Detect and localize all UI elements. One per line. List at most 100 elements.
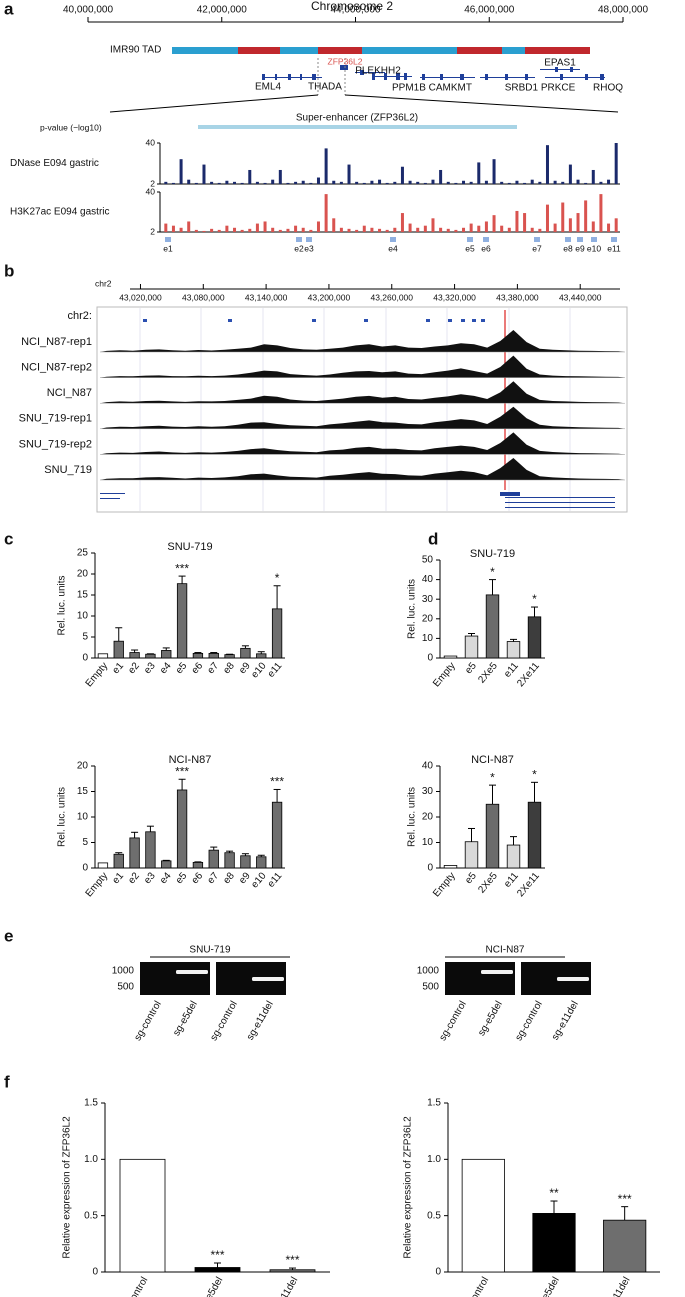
- y-tick-label: 0.5: [427, 1210, 441, 1221]
- x-tick-label: e8: [221, 660, 237, 676]
- x-tick-label: 48,000,000: [598, 5, 648, 16]
- x-tick-label: e10: [249, 870, 268, 890]
- pvalue-label: p-value (−log10): [40, 122, 102, 132]
- y-tick-label: 1.0: [84, 1154, 98, 1165]
- x-tick-label: e11: [502, 660, 521, 680]
- x-tick-label: 43,380,000: [496, 292, 539, 302]
- signal-peak: [614, 218, 618, 232]
- signal-peak: [179, 159, 183, 184]
- signal-peak: [599, 194, 603, 232]
- bar: [208, 652, 219, 659]
- x-tick-label: e8: [221, 870, 237, 886]
- signal-peak: [393, 181, 397, 184]
- bar: [161, 650, 172, 659]
- x-tick-label: Empty: [84, 661, 111, 690]
- enhancer-box: [565, 237, 571, 242]
- bar: [224, 654, 235, 659]
- significance: ***: [618, 1192, 632, 1206]
- signal-peak: [210, 228, 214, 232]
- x-tick-label: 43,140,000: [245, 292, 288, 302]
- bar: [129, 837, 140, 869]
- browser-label: chr2:: [68, 310, 92, 322]
- x-tick-label: e3: [142, 870, 158, 886]
- bar: [224, 852, 235, 869]
- signal-peak: [225, 180, 229, 184]
- bar: [145, 653, 156, 659]
- signal-peak: [378, 228, 382, 232]
- ucsc-genes: [100, 492, 615, 508]
- x-tick-label: 46,000,000: [464, 5, 514, 16]
- signal-peak: [584, 200, 588, 232]
- significance: ***: [175, 561, 189, 575]
- y-tick-label: 50: [422, 555, 434, 566]
- x-tick-label: Empty: [431, 661, 458, 690]
- signal-peak: [561, 202, 565, 232]
- bar: [527, 801, 542, 869]
- x-tick-label: e2: [126, 870, 142, 886]
- enhancer-label: e4: [388, 243, 398, 253]
- lane-label: sg-control: [513, 999, 544, 1043]
- y-tick-label: 20: [422, 613, 434, 624]
- signal-peak: [591, 221, 595, 232]
- signal-peak: [240, 182, 244, 184]
- signal-peak: [515, 210, 519, 232]
- signal-peak: [278, 169, 282, 184]
- signal-peak: [439, 227, 443, 232]
- chart-title: SNU-719: [470, 548, 515, 560]
- size-marker: 1000: [417, 966, 440, 977]
- signal-peak: [194, 229, 198, 232]
- track-label: SNU_719-rep1: [19, 413, 92, 425]
- signal-peak: [454, 229, 458, 232]
- x-tick-label: e11: [502, 870, 521, 890]
- super-enhancer-bar: [198, 125, 517, 129]
- x-tick-label: 43,260,000: [370, 292, 413, 302]
- track-label: NCI_N87-rep2: [21, 362, 92, 374]
- panel-label: b: [4, 261, 14, 280]
- size-marker: 1000: [112, 966, 135, 977]
- signal-peak: [294, 181, 298, 184]
- y-tick-label: 0: [82, 653, 88, 664]
- bar: [240, 855, 251, 869]
- signal-peak: [538, 228, 542, 232]
- bar: [269, 1269, 316, 1273]
- enhancer-box: [483, 237, 489, 242]
- gel-image: [140, 962, 210, 995]
- signal-peak: [584, 182, 588, 184]
- enhancer-ticks: [143, 319, 485, 322]
- x-tick-label: sg-control: [119, 1275, 150, 1297]
- x-tick-label: 43,080,000: [182, 292, 225, 302]
- signal-peak: [523, 213, 527, 232]
- gene-label: EPAS1: [544, 58, 576, 69]
- bar: [113, 853, 124, 869]
- signal-peak: [530, 179, 534, 184]
- signal-peak: [545, 204, 549, 232]
- zoom-line: [344, 94, 619, 113]
- gel-title: SNU-719: [189, 945, 231, 956]
- signal-peak: [408, 180, 412, 184]
- x-tick-label: e4: [158, 870, 174, 886]
- signal-peak: [255, 181, 259, 184]
- x-tick-label: e1: [110, 870, 126, 886]
- gene-label: PPM1B CAMKMT: [392, 83, 472, 94]
- y-tick-label: 15: [77, 786, 89, 797]
- signal-peak: [568, 164, 572, 184]
- x-tick-label: e2: [126, 660, 142, 676]
- enhancer-box: [165, 237, 171, 242]
- enhancer-box: [534, 237, 540, 242]
- bar: [192, 861, 204, 869]
- y-axis-label: Relative expression of ZFP36L2: [62, 1116, 73, 1259]
- enhancer-label: e3: [304, 243, 314, 253]
- bar: [113, 640, 124, 659]
- signal-peak: [400, 166, 404, 184]
- bar: [256, 653, 267, 659]
- signal-peak: [523, 182, 527, 184]
- y-axis-label: Relative expression of ZFP36L2: [403, 1116, 414, 1259]
- bar: [443, 655, 458, 659]
- bar: [271, 608, 283, 659]
- x-tick-label: sg-e5del: [533, 1275, 562, 1297]
- bar: [532, 1213, 576, 1273]
- enhancer-label: e8: [563, 243, 573, 253]
- signal-peak: [316, 177, 320, 184]
- y-tick-label: 40: [146, 186, 156, 196]
